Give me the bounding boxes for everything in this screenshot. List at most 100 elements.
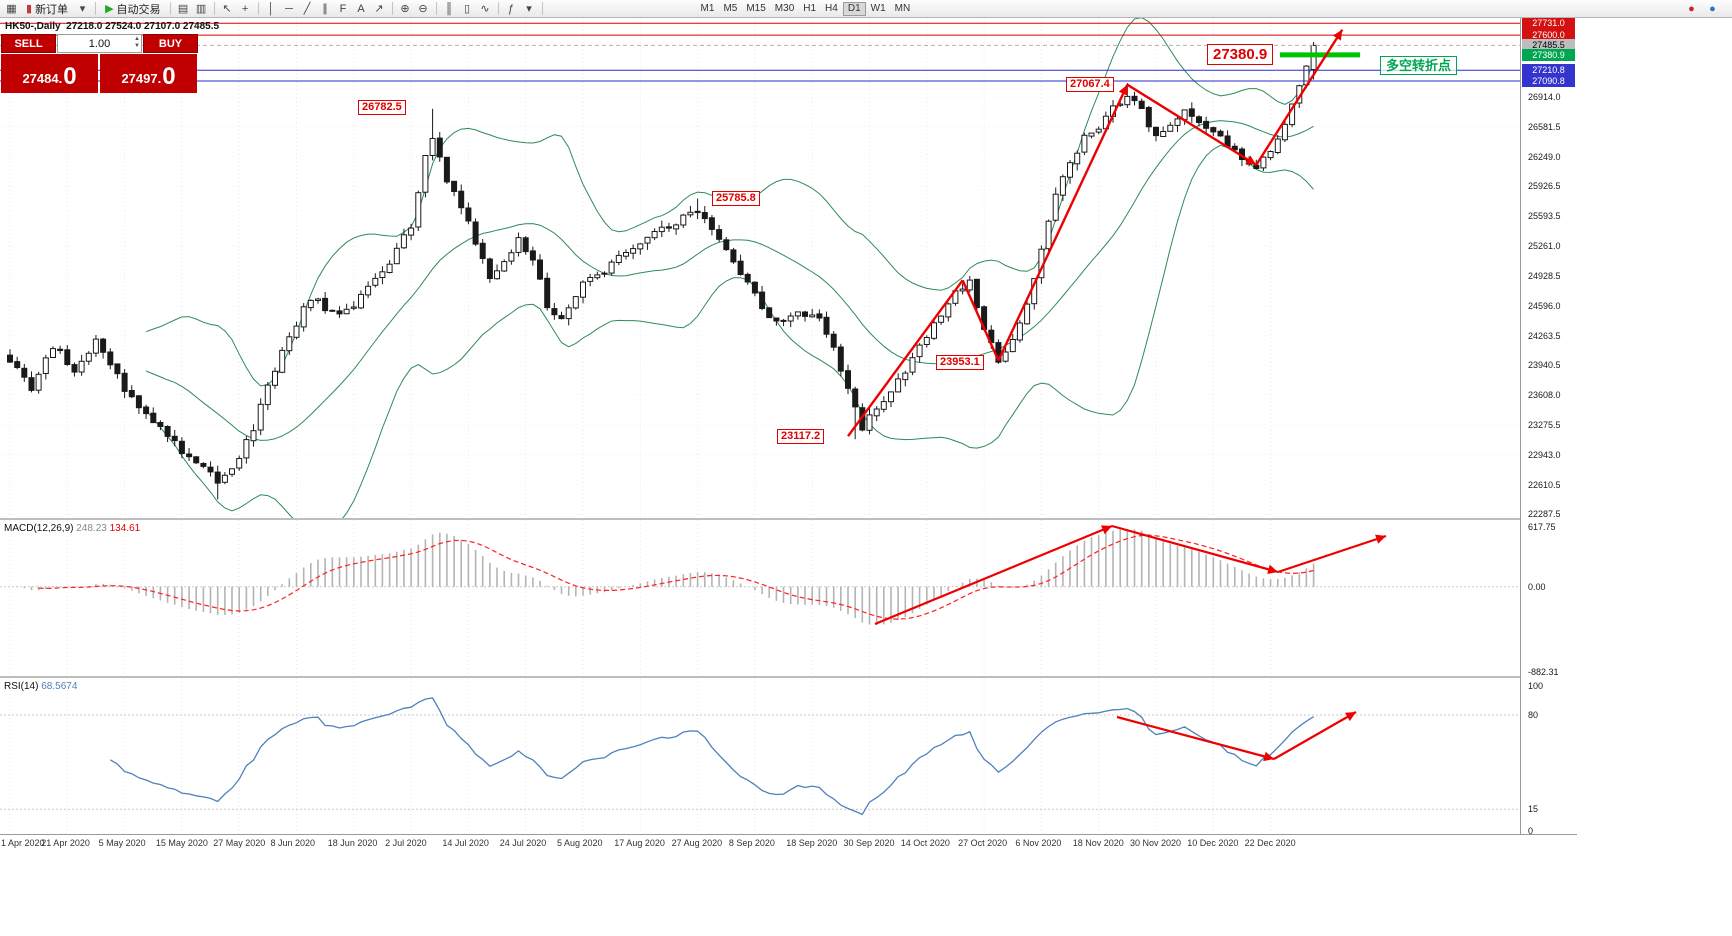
rsi-levels [0, 714, 1520, 810]
timeframe-button-d1[interactable]: D1 [842, 1, 866, 16]
timeframe-button-m30[interactable]: M30 [774, 3, 795, 14]
arrow-tool-icon[interactable]: ↗ [374, 3, 384, 15]
time-axis-label: 6 Nov 2020 [1015, 838, 1062, 848]
volume-spinner[interactable]: ▲ ▼ [134, 36, 140, 50]
price-axis-label: 22610.5 [1528, 479, 1561, 490]
main-price-chart[interactable] [0, 18, 1520, 518]
time-axis-label: 17 Aug 2020 [614, 838, 665, 848]
indicators-icon[interactable]: ƒ [507, 2, 515, 15]
timeframe-button-h1[interactable]: H1 [803, 3, 817, 14]
rsi-indicator-label: RSI(14) 68.5674 [4, 681, 78, 692]
time-axis-label: 1 Apr 2020 [1, 838, 45, 848]
volume-input[interactable]: 1.00 ▲ ▼ [57, 34, 142, 53]
support-line-marker-1: 27210.8 [1522, 64, 1575, 77]
zoom-in-icon[interactable]: ⊕ [400, 3, 410, 15]
macd-axis-label: -882.31 [1528, 667, 1559, 677]
time-axis-label: 30 Sep 2020 [843, 838, 895, 848]
time-axis-label: 15 May 2020 [155, 838, 208, 848]
timeframe-button-m5[interactable]: M5 [723, 3, 738, 14]
timeframe-button-m15[interactable]: M15 [746, 3, 766, 14]
volume-value: 1.00 [88, 37, 111, 50]
vertical-line-icon[interactable]: │ [267, 2, 275, 15]
volume-up-icon[interactable]: ▲ [134, 36, 140, 42]
crosshair-icon[interactable]: + [241, 2, 249, 15]
rsi-line [109, 697, 1314, 816]
timeframe-button-m1[interactable]: M1 [700, 3, 715, 14]
sell-price-main: 27484. [22, 71, 63, 86]
new-order-button[interactable]: ▮ 新订单 [21, 1, 73, 17]
community-icon[interactable]: ● [1709, 2, 1716, 15]
new-chart-icon[interactable]: ▦ [6, 3, 17, 15]
sell-price-button[interactable]: 27484. 0 [1, 54, 98, 93]
price-callout: 23953.1 [936, 355, 984, 370]
timeframe-button-h4[interactable]: H4 [825, 3, 838, 14]
zoom-out-icon[interactable]: ⊖ [418, 3, 428, 15]
macd-panel[interactable] [0, 520, 1520, 676]
toolbar-right-icons: ● ● [1683, 1, 1729, 17]
buy-price-big-digit: 0 [162, 63, 176, 90]
rsi-trend-arrows[interactable] [1116, 711, 1357, 762]
time-axis-label: 18 Nov 2020 [1072, 838, 1124, 848]
volume-down-icon[interactable]: ▼ [134, 43, 140, 49]
vertical-grid [9, 520, 1272, 676]
timeframe-button-w1[interactable]: W1 [870, 3, 886, 14]
resistance-line-marker-2: 27600.0 [1522, 29, 1575, 42]
bar-chart-icon[interactable]: ║ [445, 2, 453, 15]
panel-separator[interactable] [0, 518, 1577, 520]
rsi-axis-label: 15 [1528, 804, 1539, 815]
rsi-axis-label: 100 [1528, 681, 1544, 691]
rsi-panel[interactable] [0, 678, 1520, 834]
macd-axis-label: 0.00 [1528, 581, 1546, 592]
price-level-lines[interactable] [0, 22, 1520, 82]
line-chart-icon[interactable]: ∿ [480, 3, 490, 15]
time-axis-label: 22 Dec 2020 [1244, 838, 1296, 848]
timeframe-button-mn[interactable]: MN [894, 3, 911, 14]
trend-arrows[interactable] [847, 29, 1344, 437]
one-click-trading-panel: SELL 1.00 ▲ ▼ BUY 27484. 0 27497. 0 [1, 34, 198, 93]
macd-indicator-label: MACD(12,26,9) 248.23 134.61 [4, 523, 141, 534]
price-axis[interactable]: 26914.0 26581.5 26249.0 25926.5 25593.5 25261… [1521, 17, 1577, 850]
buy-price-button[interactable]: 27497. 0 [100, 54, 197, 93]
panel-separator[interactable] [0, 676, 1577, 678]
price-axis-label: 25261.0 [1528, 240, 1561, 251]
time-axis-label: 27 Aug 2020 [671, 838, 723, 848]
time-axis-label: 14 Jul 2020 [442, 838, 489, 848]
time-axis-label: 27 May 2020 [213, 838, 266, 848]
news-indicator-icon[interactable]: ● [1688, 2, 1695, 15]
macd-trend-arrows[interactable] [874, 524, 1387, 626]
support-line-marker-2: 27090.8 [1522, 75, 1575, 88]
channel-icon[interactable]: ∥ [322, 3, 328, 15]
toolbar-separator [435, 2, 437, 15]
tile-windows-icon[interactable]: ▥ [195, 3, 207, 15]
price-axis-border [1520, 18, 1521, 850]
symbol-name: HK50-,Daily [5, 21, 61, 32]
cursor-icon[interactable]: ↖ [222, 3, 232, 15]
price-callout: 27067.4 [1066, 77, 1114, 92]
new-order-icon: ▮ [26, 3, 33, 15]
trendline-icon[interactable]: ╱ [303, 3, 311, 15]
cascade-windows-icon[interactable]: ▤ [177, 3, 189, 15]
chart-dropdown-icon[interactable]: ▾ [79, 3, 86, 15]
text-tool-icon[interactable]: A [357, 2, 365, 15]
horizontal-line-icon[interactable]: ─ [285, 2, 293, 15]
autotrading-button[interactable]: ▶ 自动交易 [100, 1, 165, 17]
time-axis-label: 2 Jul 2020 [385, 838, 427, 848]
price-axis-label: 24596.0 [1528, 300, 1561, 311]
toolbar-separator [169, 2, 171, 15]
rsi-axis-label: 80 [1528, 710, 1539, 720]
indicator-dropdown-icon[interactable]: ▾ [526, 3, 532, 15]
time-axis-label: 30 Nov 2020 [1130, 838, 1182, 848]
fibonacci-icon[interactable]: F [339, 2, 347, 15]
price-axis-label: 22287.5 [1528, 508, 1561, 519]
candlestick-chart-icon[interactable]: ▯ [464, 3, 471, 15]
time-axis-label: 18 Jun 2020 [327, 838, 378, 848]
time-axis-label: 27 Oct 2020 [958, 838, 1008, 848]
sell-button[interactable]: SELL [1, 34, 56, 53]
time-axis[interactable]: 1 Apr 2020 21 Apr 2020 5 May 2020 15 May 20… [0, 834, 1577, 850]
vertical-grid [9, 678, 1272, 834]
price-callout: 25785.8 [712, 191, 760, 206]
current-price-marker: 27485.5 [1522, 39, 1575, 52]
buy-button[interactable]: BUY [143, 34, 198, 53]
price-axis-label: 24928.5 [1528, 270, 1561, 281]
